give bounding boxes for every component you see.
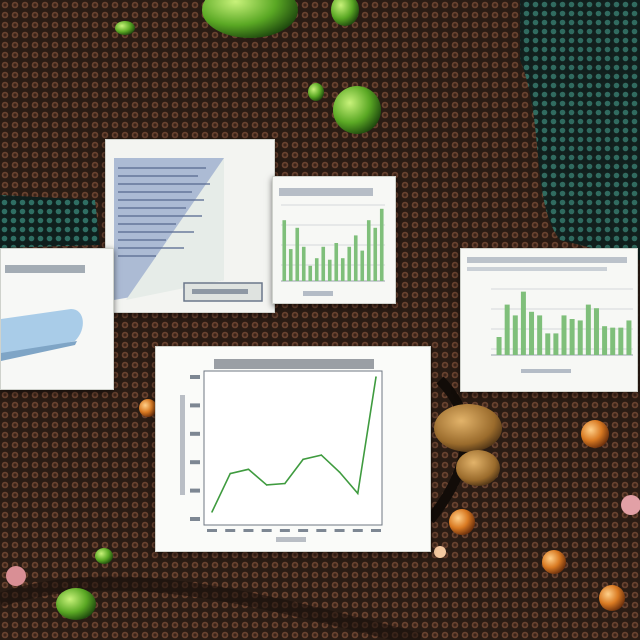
data-point: [320, 454, 323, 456]
bar: [529, 311, 535, 355]
pill-shape: [1, 309, 83, 357]
green-blob: [331, 0, 359, 26]
bar: [347, 246, 352, 281]
bar-chart-small: [273, 177, 395, 303]
green-blob: [308, 83, 324, 101]
x-tick-mark: [334, 529, 345, 532]
bar: [512, 315, 518, 355]
x-tick-mark: [243, 529, 254, 532]
x-tick-mark: [261, 529, 272, 532]
bar: [569, 319, 575, 355]
x-tick-mark: [371, 529, 381, 532]
bar: [537, 315, 543, 355]
line-chart: [156, 347, 430, 551]
shape-panel: [0, 248, 114, 390]
amber-orb: [599, 585, 625, 611]
bar: [561, 315, 567, 355]
bar: [301, 246, 306, 281]
bar: [553, 333, 559, 355]
pink-orb: [6, 566, 26, 586]
bar: [373, 227, 378, 281]
green-blob: [115, 21, 135, 35]
bar: [314, 258, 319, 281]
y-tick-mark: [190, 375, 200, 379]
bar-chart-panel-large: [460, 248, 638, 392]
bar: [366, 220, 371, 281]
bar: [321, 246, 326, 281]
line-chart-panel: [155, 346, 431, 552]
pink-orb: [434, 546, 446, 558]
bar-chart-panel-small: [272, 176, 396, 304]
bar: [545, 333, 551, 355]
bar: [360, 250, 365, 281]
amber-orb: [449, 509, 475, 535]
y-tick-mark: [190, 403, 200, 408]
bar: [496, 337, 502, 355]
green-blob: [95, 548, 113, 564]
green-blob: [333, 86, 381, 134]
bar: [626, 320, 632, 355]
y-tick-mark: [190, 517, 200, 521]
x-tick-mark: [298, 529, 309, 532]
series-line: [211, 376, 377, 513]
x-tick-mark: [316, 529, 327, 532]
x-tick-mark: [207, 529, 217, 532]
data-point: [265, 484, 268, 486]
bar: [340, 258, 345, 281]
data-point: [338, 471, 341, 473]
x-tick-mark: [225, 529, 236, 532]
data-point: [247, 468, 250, 471]
bar: [288, 249, 293, 281]
pink-orb: [621, 495, 640, 515]
y-tick-mark: [190, 488, 200, 493]
bar: [618, 327, 624, 355]
bar: [379, 208, 384, 281]
bar: [295, 227, 300, 281]
bar: [334, 243, 339, 281]
y-tick-mark: [190, 460, 200, 465]
data-point: [375, 376, 377, 378]
green-blob: [202, 0, 298, 38]
bar: [353, 235, 358, 281]
amber-orb: [139, 399, 157, 417]
bar: [308, 265, 313, 281]
green-blob: [56, 588, 96, 620]
bar: [585, 304, 591, 355]
data-point: [356, 492, 359, 495]
bar: [610, 327, 616, 355]
bar: [602, 326, 608, 355]
document-panel: [105, 139, 275, 313]
x-tick-mark: [279, 529, 290, 532]
bar: [520, 291, 526, 355]
data-point: [302, 458, 304, 461]
bar-chart-large: [461, 249, 637, 391]
bar: [282, 220, 287, 281]
bar: [577, 320, 583, 355]
data-point: [229, 472, 232, 475]
data-point: [284, 482, 286, 485]
bar: [504, 304, 510, 355]
amber-orb: [581, 420, 609, 448]
amber-orb: [456, 450, 500, 486]
y-tick-mark: [190, 431, 200, 436]
data-point: [211, 511, 213, 513]
x-tick-mark: [352, 529, 363, 532]
bar: [593, 308, 599, 355]
amber-orb: [434, 404, 502, 452]
bar: [327, 259, 332, 281]
amber-orb: [542, 550, 566, 574]
